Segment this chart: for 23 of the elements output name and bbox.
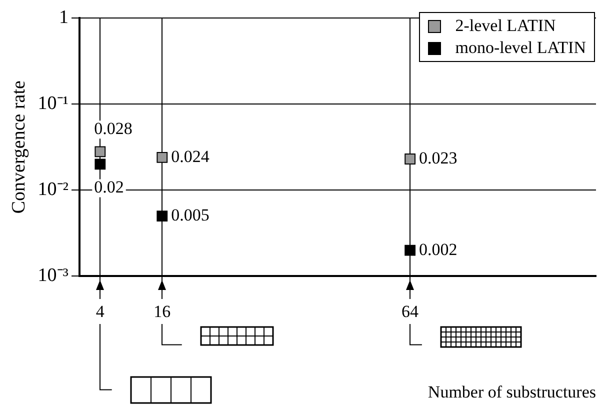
point xyxy=(404,154,416,164)
y-tick-label: 10⁻³ xyxy=(38,265,69,286)
y-tick-label: 1 xyxy=(58,6,68,28)
y-tick-label: 10⁻¹ xyxy=(38,93,69,114)
y-tick-label: 10⁻² xyxy=(38,179,69,200)
x-tick-label: 64 xyxy=(402,302,420,321)
x-tick-label: 16 xyxy=(154,302,171,321)
data-label: 0.028 xyxy=(94,119,132,138)
x-axis-title: Number of substructures xyxy=(428,382,596,402)
data-label: 0.023 xyxy=(419,148,458,168)
data-label: 0.024 xyxy=(171,146,210,166)
data-label: 0.002 xyxy=(419,240,458,259)
y-axis-title: Convergence rate xyxy=(8,80,30,214)
legend-label: mono-level LATIN xyxy=(455,37,586,59)
x-tick-label: 4 xyxy=(96,302,105,321)
point xyxy=(404,244,416,256)
legend-label: 2-level LATIN xyxy=(455,15,556,37)
data-label: 0.02 xyxy=(94,178,124,197)
data-label: 0.005 xyxy=(171,206,210,225)
point xyxy=(94,146,106,158)
point xyxy=(94,158,106,170)
point xyxy=(156,210,168,222)
point xyxy=(156,152,168,163)
